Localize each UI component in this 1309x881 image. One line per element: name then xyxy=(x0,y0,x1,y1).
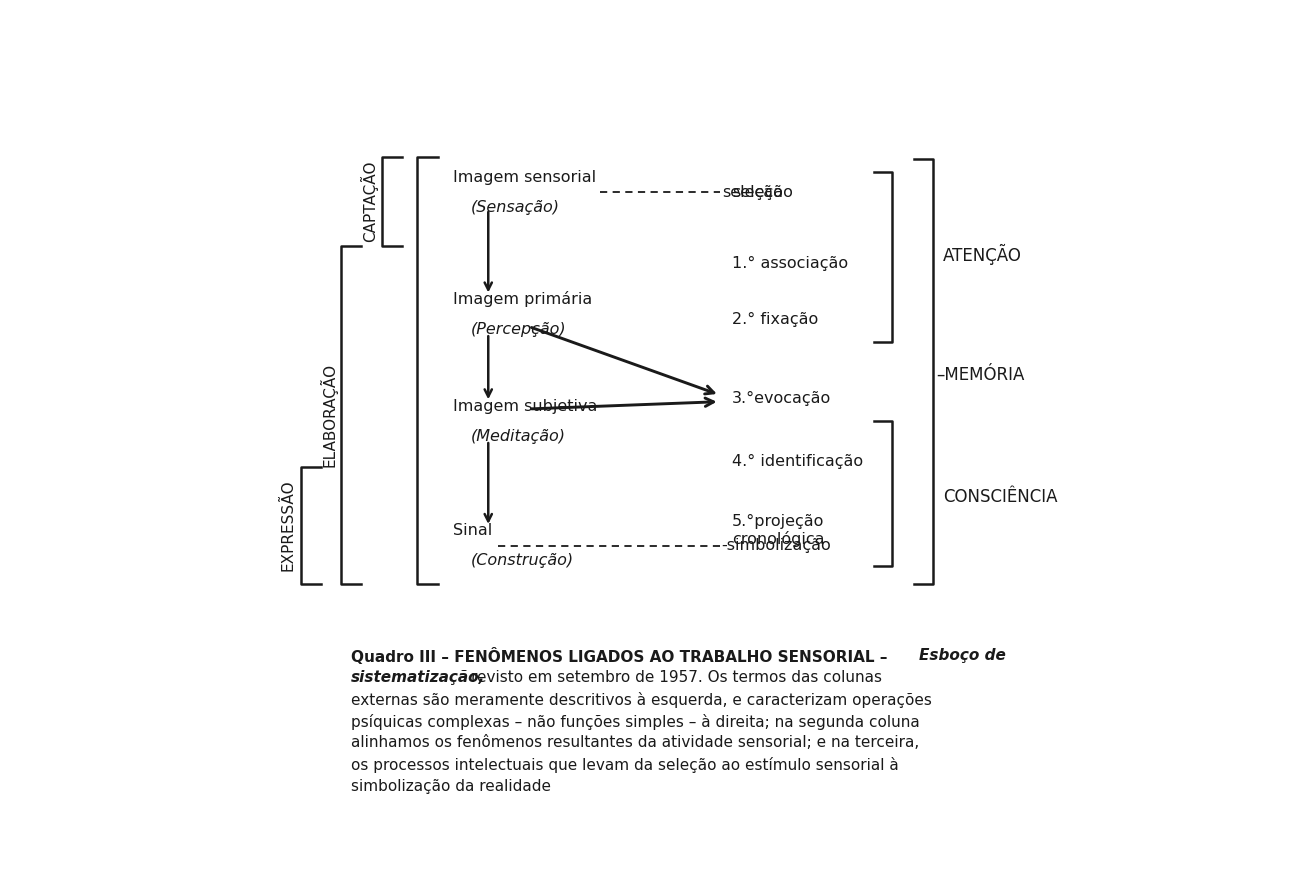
Text: Imagem primária: Imagem primária xyxy=(453,292,592,307)
Text: simbolização da realidade: simbolização da realidade xyxy=(351,779,551,794)
Text: revisto em setembro de 1957. Os termos das colunas: revisto em setembro de 1957. Os termos d… xyxy=(471,670,882,685)
Text: 3.°evocação: 3.°evocação xyxy=(732,391,831,406)
Text: externas são meramente descritivos à esquerda, e caracterizam operações: externas são meramente descritivos à esq… xyxy=(351,692,932,707)
Text: CONSCIÊNCIA: CONSCIÊNCIA xyxy=(942,488,1058,507)
Text: -simbolização: -simbolização xyxy=(721,538,831,553)
Text: seleção: seleção xyxy=(723,185,784,200)
Text: –MEMÓRIA: –MEMÓRIA xyxy=(937,366,1025,384)
Text: sistematização,: sistematização, xyxy=(351,670,486,685)
Text: CAPTAÇÃO: CAPTAÇÃO xyxy=(360,160,378,242)
Text: os processos intelectuais que levam da seleção ao estímulo sensorial à: os processos intelectuais que levam da s… xyxy=(351,757,899,773)
Text: alinhamos os fenômenos resultantes da atividade sensorial; e na terceira,: alinhamos os fenômenos resultantes da at… xyxy=(351,736,919,751)
Text: Imagem subjetiva: Imagem subjetiva xyxy=(453,399,597,414)
Text: 4.° identificação: 4.° identificação xyxy=(732,455,863,470)
Text: (Construção): (Construção) xyxy=(471,553,575,568)
Text: 5.°projeção
cronológica: 5.°projeção cronológica xyxy=(732,514,825,547)
Text: Imagem sensorial: Imagem sensorial xyxy=(453,170,596,185)
Text: Esboço de: Esboço de xyxy=(919,648,1007,663)
Text: ATENÇÃO: ATENÇÃO xyxy=(942,244,1021,265)
Text: 2.° fixação: 2.° fixação xyxy=(732,312,818,327)
Text: psíquicas complexas – não funções simples – à direita; na segunda coluna: psíquicas complexas – não funções simple… xyxy=(351,714,920,729)
Text: (Sensação): (Sensação) xyxy=(471,200,560,215)
Text: (Percepção): (Percepção) xyxy=(471,322,567,337)
Text: EXPRESSÃO: EXPRESSÃO xyxy=(281,479,296,571)
Text: Sinal: Sinal xyxy=(453,523,492,538)
Text: ELABORAÇÃO: ELABORAÇÃO xyxy=(319,363,338,467)
Text: Quadro III – FENÔMENOS LIGADOS AO TRABALHO SENSORIAL –: Quadro III – FENÔMENOS LIGADOS AO TRABAL… xyxy=(351,648,893,665)
Text: 1.° associação: 1.° associação xyxy=(732,256,848,271)
Text: seleção: seleção xyxy=(732,185,793,200)
Text: (Meditação): (Meditação) xyxy=(471,428,565,444)
